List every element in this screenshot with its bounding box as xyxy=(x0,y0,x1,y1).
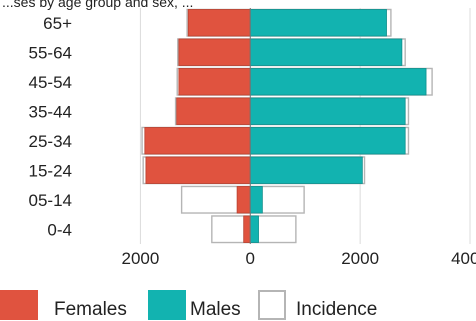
age-group-label: 65+ xyxy=(43,14,72,33)
bar-males xyxy=(249,215,259,243)
bar-males xyxy=(249,9,387,37)
legend-label-incidence: Incidence xyxy=(296,299,378,320)
bar-females xyxy=(145,156,251,184)
x-tick-label: 2000 xyxy=(341,249,379,268)
bar-females xyxy=(236,186,251,214)
population-pyramid-chart: ...ses by age group and sex, ... 0-4 05-1… xyxy=(2,0,476,268)
bar-females xyxy=(178,68,251,96)
legend-swatch-males xyxy=(148,290,186,320)
bar-females xyxy=(178,38,251,66)
bar-males xyxy=(249,127,406,155)
bar-males xyxy=(249,38,403,66)
bar-males xyxy=(249,97,406,125)
bar-males xyxy=(249,156,363,184)
x-axis-tick-labels: 2000 0 2000 4000 xyxy=(122,249,476,268)
chart-title: ...ses by age group and sex, ... xyxy=(2,0,193,10)
age-group-label: 25-34 xyxy=(29,132,72,151)
legend-swatch-incidence xyxy=(258,290,286,320)
x-tick-label: 2000 xyxy=(122,249,160,268)
age-group-label: 05-14 xyxy=(29,191,72,210)
legend-label-males: Males xyxy=(190,299,241,320)
age-group-label: 15-24 xyxy=(29,161,72,180)
bar-males xyxy=(249,68,427,96)
age-group-labels: 0-4 05-14 15-24 25-34 35-44 45-54 55-64 65+ xyxy=(29,14,73,240)
age-group-label: 55-64 xyxy=(29,43,72,62)
bar-males xyxy=(249,186,263,214)
x-tick-label: 4000 xyxy=(451,249,476,268)
age-group-label: 0-4 xyxy=(47,220,72,239)
x-tick-label: 0 xyxy=(246,249,255,268)
age-group-label: 45-54 xyxy=(29,73,72,92)
bar-females xyxy=(243,215,251,243)
bar-females xyxy=(187,9,251,37)
age-group-label: 35-44 xyxy=(29,102,72,121)
bar-females xyxy=(144,127,251,155)
legend-swatch-females xyxy=(0,290,38,320)
legend-label-females: Females xyxy=(54,299,127,320)
bar-females xyxy=(176,97,251,125)
legend: Females Males Incidence xyxy=(0,288,476,320)
data-bars xyxy=(144,8,427,244)
